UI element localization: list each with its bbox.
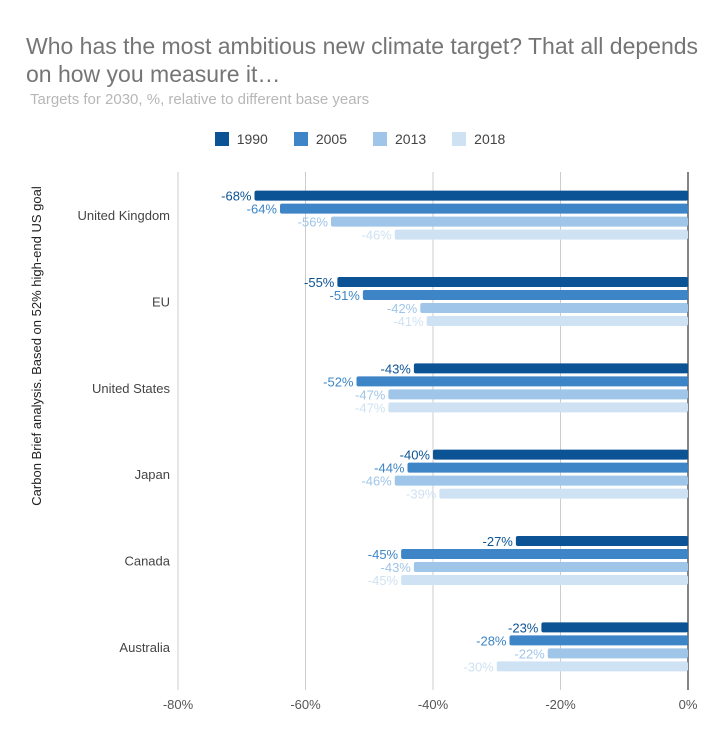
- legend-label: 2013: [395, 131, 427, 147]
- data-label: -52%: [323, 374, 354, 389]
- data-label: -55%: [304, 275, 335, 290]
- legend-swatch: [214, 132, 229, 146]
- data-label: -40%: [400, 448, 431, 463]
- legend-swatch: [373, 132, 387, 146]
- bar-1990: [433, 449, 688, 460]
- bar-2018: [439, 488, 688, 499]
- legend-item: 1990: [214, 131, 268, 147]
- legend-label: 2005: [315, 131, 347, 147]
- bar-2013: [547, 648, 688, 659]
- x-tick-label: 0%: [679, 697, 698, 712]
- category-label: Japan: [135, 467, 170, 482]
- bar-2018: [388, 402, 688, 413]
- data-label: -56%: [298, 215, 329, 230]
- legend-label: 2018: [474, 131, 506, 147]
- bar-2018: [426, 316, 688, 326]
- bar-2013: [413, 562, 688, 572]
- data-label: -68%: [221, 189, 252, 204]
- bar-1990: [515, 536, 688, 546]
- data-label: -27%: [483, 534, 514, 549]
- legend-item: 2013: [373, 131, 426, 147]
- bar-2005: [280, 203, 688, 214]
- data-label: -22%: [514, 646, 545, 661]
- data-label: -23%: [508, 620, 539, 635]
- bar-2005: [401, 549, 688, 559]
- data-label: -42%: [387, 301, 418, 316]
- x-tick-label: -80%: [163, 697, 194, 712]
- x-tick-label: -60%: [290, 697, 321, 712]
- data-label: -45%: [368, 547, 399, 562]
- bar-2018: [496, 661, 688, 672]
- bar-2018: [394, 229, 688, 240]
- bar-1990: [413, 363, 688, 374]
- data-label: -51%: [330, 288, 361, 303]
- bar-2013: [388, 389, 688, 400]
- legend-item: 2018: [452, 131, 505, 147]
- bar-2018: [401, 575, 688, 585]
- category-label: United States: [92, 381, 171, 396]
- x-tick-label: -20%: [545, 697, 576, 712]
- data-label: -64%: [247, 202, 278, 217]
- y-axis-label: Carbon Brief analysis. Based on 52% high…: [29, 186, 44, 506]
- chart-title: Who has the most ambitious new climate t…: [26, 33, 699, 87]
- data-label: -43%: [381, 361, 412, 376]
- bar-2013: [394, 475, 688, 486]
- data-label: -30%: [463, 659, 494, 674]
- legend-item: 2005: [293, 131, 347, 147]
- bar-1990: [541, 622, 688, 633]
- bar-2005: [509, 635, 688, 646]
- legend: 1990 2005 2013 2018: [0, 131, 720, 147]
- legend-swatch: [293, 132, 308, 146]
- data-label: -41%: [393, 314, 424, 329]
- category-label: Australia: [119, 640, 170, 655]
- category-label: United Kingdom: [78, 208, 171, 223]
- bar-1990: [254, 190, 688, 201]
- bar-2005: [356, 376, 688, 387]
- data-label: -47%: [355, 387, 386, 402]
- bar-2005: [362, 290, 688, 300]
- data-label: -43%: [381, 560, 412, 575]
- legend-swatch: [452, 132, 467, 146]
- data-label: -47%: [355, 400, 386, 415]
- bar-1990: [337, 277, 688, 287]
- x-tick-label: -40%: [418, 697, 449, 712]
- data-label: -46%: [361, 228, 392, 243]
- data-label: -28%: [476, 633, 507, 648]
- data-label: -44%: [374, 461, 405, 476]
- data-label: -46%: [361, 474, 392, 489]
- legend-label: 1990: [236, 131, 268, 147]
- bar-2005: [407, 462, 688, 473]
- chart-subtitle: Targets for 2030, %, relative to differe…: [30, 91, 370, 108]
- category-label: EU: [152, 295, 170, 310]
- data-label: -45%: [368, 573, 399, 588]
- category-label: Canada: [124, 554, 170, 569]
- bar-2013: [331, 216, 688, 227]
- data-label: -39%: [406, 487, 437, 502]
- bar-2013: [420, 303, 688, 313]
